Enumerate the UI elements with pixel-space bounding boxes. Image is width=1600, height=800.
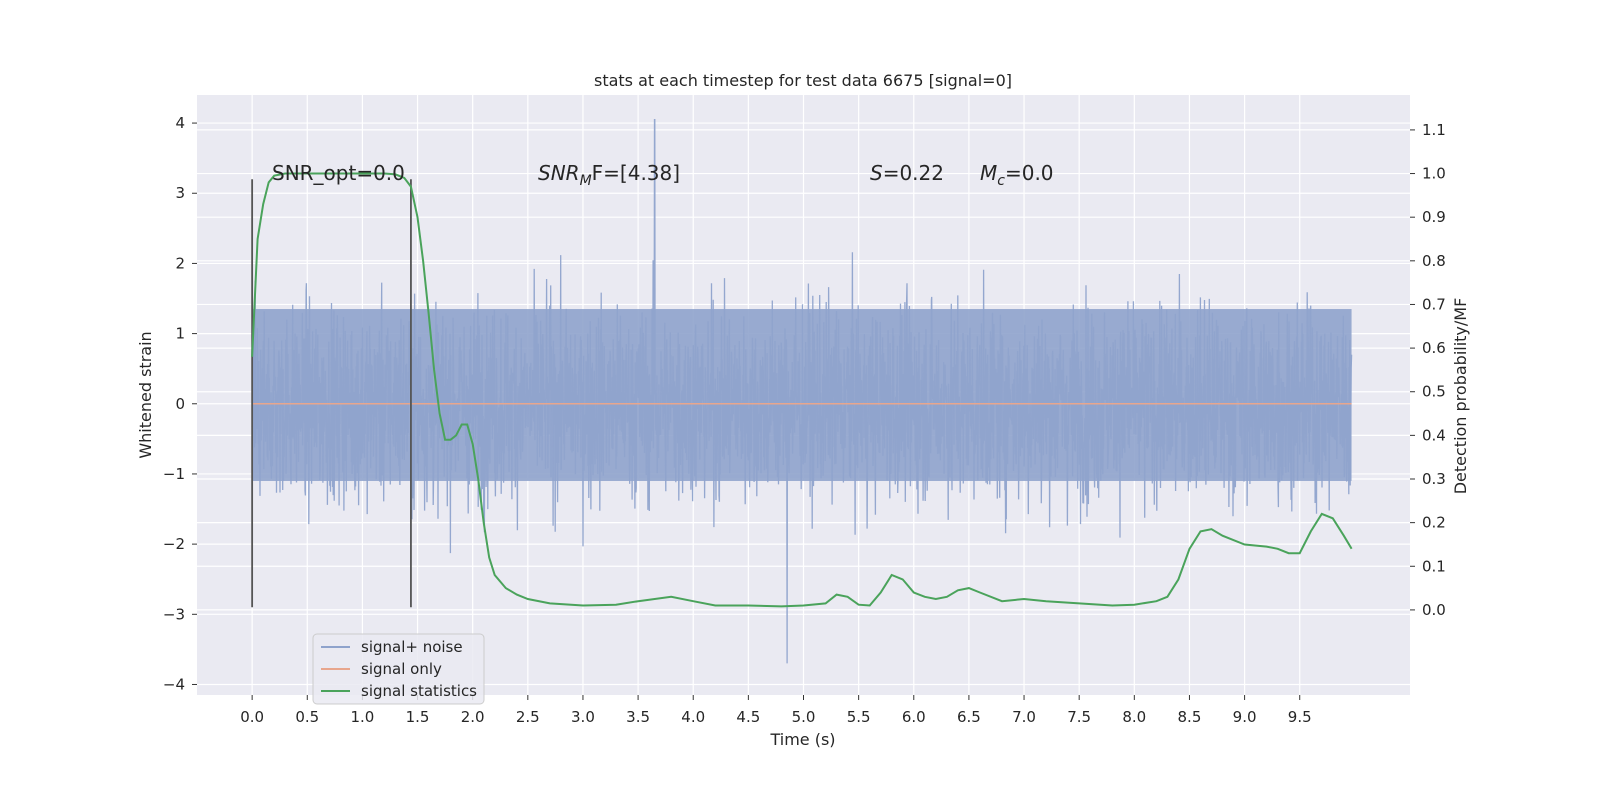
annotation-snr-opt: SNR_opt=0.0 xyxy=(272,161,405,185)
x-tick-label: 9.0 xyxy=(1233,708,1257,726)
x-tick-label: 3.0 xyxy=(571,708,595,726)
x-tick-label: 5.0 xyxy=(792,708,816,726)
legend: signal+ noise signal only signal statist… xyxy=(312,633,485,705)
y-right-tick-label: 0.6 xyxy=(1422,339,1446,357)
chart-title: stats at each timestep for test data 667… xyxy=(594,71,1012,90)
x-tick-label: 8.5 xyxy=(1178,708,1202,726)
y-right-tick-label: 0.9 xyxy=(1422,208,1446,226)
left-axis: 4 3 2 1 0 −1 −2 −3 −4 xyxy=(163,114,197,693)
y-tick-label: 0 xyxy=(175,395,185,413)
x-tick-label: 1.0 xyxy=(350,708,374,726)
signal-noise-line xyxy=(251,118,1353,664)
x-axis: 0.0 0.5 1.0 1.5 2.0 2.5 3.0 3.5 4.0 4.5 5.0 5.5 6.0 6… xyxy=(240,695,1312,726)
annotation-mc-value: =0.0 xyxy=(1005,161,1054,185)
y-tick-label: 3 xyxy=(175,184,185,202)
x-tick-label: 6.0 xyxy=(902,708,926,726)
x-tick-label: 4.0 xyxy=(681,708,705,726)
annotation-snr-mf-main: SNR xyxy=(538,161,580,185)
signal-statistics-series xyxy=(251,172,1353,608)
legend-box xyxy=(312,633,485,705)
x-tick-label: 2.0 xyxy=(461,708,485,726)
x-axis-title: Time (s) xyxy=(769,730,835,749)
y-right-tick-label: 0.0 xyxy=(1422,601,1446,619)
annotation-mc-sub: c xyxy=(997,173,1005,189)
annotation-s: S=0.22 xyxy=(870,161,944,185)
y-right-tick-label: 0.7 xyxy=(1422,295,1446,313)
y-axis-title: Whitened strain xyxy=(136,331,155,458)
y-tick-label: −3 xyxy=(163,605,185,623)
annotation-mc-label: M xyxy=(980,161,997,185)
x-tick-label: 4.5 xyxy=(736,708,760,726)
y-right-tick-label: 0.8 xyxy=(1422,252,1446,270)
x-tick-label: 5.5 xyxy=(847,708,871,726)
y-tick-label: 1 xyxy=(175,325,185,343)
y-right-tick-label: 1.1 xyxy=(1422,121,1446,139)
y-tick-label: 4 xyxy=(175,114,185,132)
x-tick-label: 9.5 xyxy=(1288,708,1312,726)
legend-label-signal-statistics: signal statistics xyxy=(361,682,477,700)
y-right-tick-label: 0.4 xyxy=(1422,426,1446,444)
x-tick-label: 7.5 xyxy=(1067,708,1091,726)
signal-noise-series xyxy=(251,118,1353,664)
y-right-tick-label: 0.2 xyxy=(1422,514,1446,532)
y-tick-label: −1 xyxy=(163,465,185,483)
y-right-tick-label: 0.3 xyxy=(1422,470,1446,488)
window-markers xyxy=(251,179,412,608)
x-tick-label: 7.0 xyxy=(1012,708,1036,726)
y-tick-label: −4 xyxy=(163,675,185,693)
y-tick-label: 2 xyxy=(175,254,185,272)
y-right-tick-label: 0.5 xyxy=(1422,383,1446,401)
annotation-snr-mf: SNRMF=[4.38] xyxy=(538,161,680,189)
x-tick-label: 0.0 xyxy=(240,708,264,726)
annotation-snr-mf-tail: F=[4.38] xyxy=(592,161,680,185)
x-tick-label: 1.5 xyxy=(406,708,430,726)
x-tick-label: 6.5 xyxy=(957,708,981,726)
signal-statistics-line xyxy=(251,172,1353,608)
annotation-snr-mf-sub: M xyxy=(580,173,592,189)
legend-label-signal-noise: signal+ noise xyxy=(361,638,463,656)
legend-label-signal-only: signal only xyxy=(361,660,442,678)
y-right-tick-label: 0.1 xyxy=(1422,557,1446,575)
y-right-axis-title: Detection probability/MF xyxy=(1451,298,1470,495)
annotation-s-value: =0.22 xyxy=(883,161,944,185)
annotation-s-label: S xyxy=(870,161,883,185)
x-tick-label: 3.5 xyxy=(626,708,650,726)
x-tick-label: 8.0 xyxy=(1122,708,1146,726)
right-axis: 1.1 1.0 0.9 0.8 0.7 0.6 0.5 0.4 0.3 0.2 0.1 0.0 xyxy=(1410,121,1446,619)
annotation-mc: Mc=0.0 xyxy=(980,161,1054,189)
x-tick-label: 2.5 xyxy=(516,708,540,726)
x-tick-label: 0.5 xyxy=(295,708,319,726)
y-tick-label: −2 xyxy=(163,535,185,553)
y-right-tick-label: 1.0 xyxy=(1422,165,1446,183)
